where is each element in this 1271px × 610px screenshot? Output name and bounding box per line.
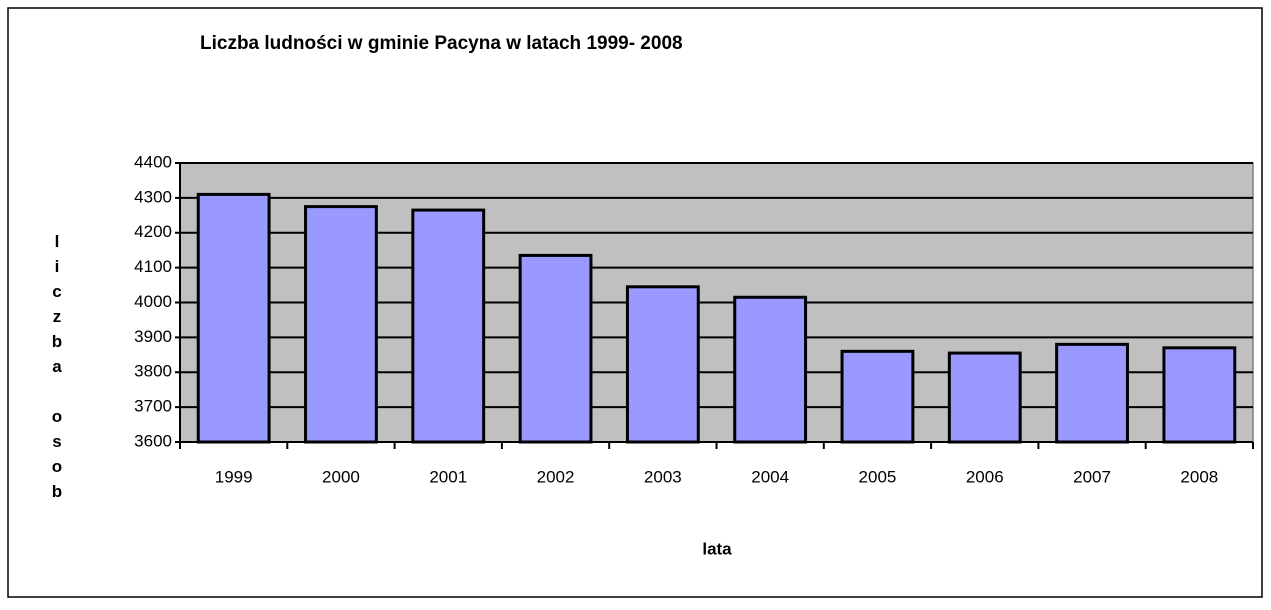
- chart-title: Liczba ludności w gminie Pacyna w latach…: [200, 33, 683, 54]
- y-tick-label: 4200: [134, 222, 172, 241]
- y-tick-label: 4100: [134, 257, 172, 276]
- bar: [1162, 346, 1237, 444]
- x-tick-label: 2007: [1073, 467, 1111, 486]
- x-tick-label: 2003: [644, 467, 682, 486]
- bar: [1055, 342, 1129, 444]
- x-tick-label: 2001: [429, 467, 467, 486]
- bar: [840, 349, 915, 444]
- bar: [625, 285, 700, 444]
- x-tick-label: 1999: [215, 467, 253, 486]
- bar: [411, 208, 486, 444]
- x-tick-label: 2002: [537, 467, 575, 486]
- y-tick-label: 4400: [134, 152, 172, 171]
- y-tick-label: 3800: [134, 362, 172, 381]
- y-tick-label: 4300: [134, 187, 172, 206]
- y-tick-label: 4000: [134, 292, 172, 311]
- x-tick-label: 2000: [322, 467, 360, 486]
- x-tick-label: 2008: [1180, 467, 1218, 486]
- y-tick-label: 3600: [134, 431, 172, 450]
- bar: [733, 295, 808, 444]
- y-tick-label: 3900: [134, 327, 172, 346]
- x-tick-label: 2005: [859, 467, 897, 486]
- bar: [304, 205, 378, 444]
- bar: [947, 351, 1022, 444]
- bar: [196, 192, 271, 444]
- x-tick-label: 2004: [751, 467, 789, 486]
- x-tick-label: 2006: [966, 467, 1004, 486]
- x-axis-label: lata: [702, 539, 732, 558]
- bar: [518, 253, 593, 444]
- y-tick-label: 3700: [134, 397, 172, 416]
